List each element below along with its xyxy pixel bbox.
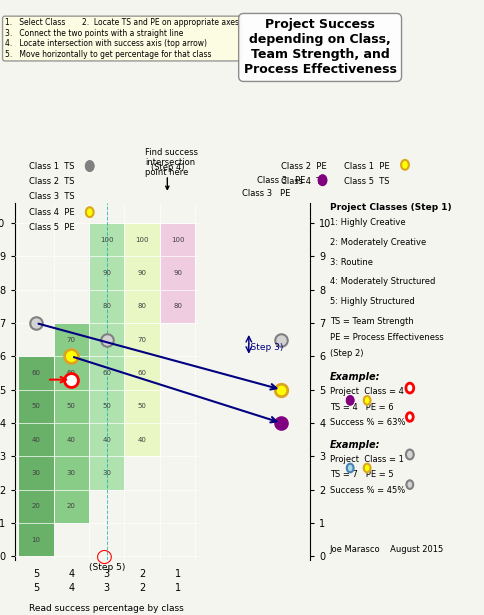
Text: 2: Moderately Creative: 2: Moderately Creative xyxy=(329,238,425,247)
Text: 40: 40 xyxy=(102,437,111,443)
Text: Class 1  TS: Class 1 TS xyxy=(29,162,75,170)
Text: 70: 70 xyxy=(102,336,111,343)
Text: 10: 10 xyxy=(31,537,40,542)
Text: ○: ○ xyxy=(95,547,113,566)
Text: 2: 2 xyxy=(139,583,145,593)
Text: 40: 40 xyxy=(31,437,40,443)
Text: Class 2  PE: Class 2 PE xyxy=(281,162,326,170)
Text: Class 4  TS: Class 4 TS xyxy=(281,177,326,186)
Text: Example:: Example: xyxy=(329,440,379,450)
Text: 100: 100 xyxy=(100,237,113,243)
Text: Class 3   PE: Class 3 PE xyxy=(257,176,305,185)
Text: 20: 20 xyxy=(67,503,76,509)
Text: Find success
intersection
point here: Find success intersection point here xyxy=(145,148,198,177)
Text: (Step 2): (Step 2) xyxy=(329,349,363,359)
Bar xyxy=(160,223,195,323)
Text: (Step 3): (Step 3) xyxy=(247,343,283,352)
Text: Project  Class = 1: Project Class = 1 xyxy=(329,455,403,464)
Text: 80: 80 xyxy=(173,303,182,309)
Text: Class 5  TS: Class 5 TS xyxy=(344,177,389,186)
Text: 70: 70 xyxy=(137,336,146,343)
Text: 50: 50 xyxy=(102,403,111,410)
Text: Project Classes (Step 1): Project Classes (Step 1) xyxy=(329,203,451,212)
Bar xyxy=(124,223,160,456)
Text: 3: Routine: 3: Routine xyxy=(329,258,372,267)
Text: 1: Highly Creative: 1: Highly Creative xyxy=(329,218,405,228)
Text: 4: 4 xyxy=(68,583,74,593)
Text: 80: 80 xyxy=(137,303,146,309)
Text: 90: 90 xyxy=(173,270,182,276)
Text: Success % = 45%: Success % = 45% xyxy=(329,486,404,495)
Text: Project  Class = 4: Project Class = 4 xyxy=(329,387,403,397)
Text: TS = 4   PE = 6: TS = 4 PE = 6 xyxy=(329,403,393,412)
Bar xyxy=(53,323,89,523)
Text: Class 3  TS: Class 3 TS xyxy=(29,192,75,201)
Text: 50: 50 xyxy=(137,403,146,410)
Text: Class 3   PE: Class 3 PE xyxy=(242,189,290,198)
Bar xyxy=(18,356,53,557)
Text: 4: Moderately Structured: 4: Moderately Structured xyxy=(329,277,434,287)
Text: Class 5  PE: Class 5 PE xyxy=(29,223,75,232)
Text: 40: 40 xyxy=(137,437,146,443)
Text: 30: 30 xyxy=(67,470,76,476)
Text: 30: 30 xyxy=(102,470,111,476)
Text: 80: 80 xyxy=(102,303,111,309)
Text: TS = 7   PE = 5: TS = 7 PE = 5 xyxy=(329,470,393,480)
Text: 1: 1 xyxy=(174,583,180,593)
Text: (Step 5): (Step 5) xyxy=(88,563,125,572)
Text: 90: 90 xyxy=(102,270,111,276)
Text: (Step 4): (Step 4) xyxy=(150,163,184,189)
Text: Success % = 63%: Success % = 63% xyxy=(329,418,405,427)
Bar xyxy=(89,223,124,490)
Text: Class 1  PE: Class 1 PE xyxy=(344,162,389,170)
Text: 40: 40 xyxy=(67,437,76,443)
Text: 60: 60 xyxy=(67,370,76,376)
Text: Example:: Example: xyxy=(329,372,379,382)
Text: 100: 100 xyxy=(135,237,149,243)
Text: 5: Highly Structured: 5: Highly Structured xyxy=(329,297,414,306)
Text: 100: 100 xyxy=(170,237,184,243)
Text: 20: 20 xyxy=(31,503,40,509)
Text: 5: 5 xyxy=(32,583,39,593)
Text: TS = Team Strength: TS = Team Strength xyxy=(329,317,413,326)
X-axis label: Read success percentage by class: Read success percentage by class xyxy=(29,605,184,613)
Text: 50: 50 xyxy=(31,403,40,410)
Text: 60: 60 xyxy=(31,370,40,376)
Text: 60: 60 xyxy=(137,370,146,376)
Text: Project Success
depending on Class,
Team Strength, and
Process Effectiveness: Project Success depending on Class, Team… xyxy=(243,18,396,76)
Text: 90: 90 xyxy=(137,270,146,276)
Text: Joe Marasco    August 2015: Joe Marasco August 2015 xyxy=(329,544,443,554)
Text: 3: 3 xyxy=(104,583,109,593)
Text: 30: 30 xyxy=(31,470,40,476)
Text: 1.   Select Class       2.  Locate TS and PE on appropriate axes
3.   Connect th: 1. Select Class 2. Locate TS and PE on a… xyxy=(5,18,238,58)
Text: Class 2  TS: Class 2 TS xyxy=(29,177,75,186)
Text: 70: 70 xyxy=(67,336,76,343)
Text: Class 4  PE: Class 4 PE xyxy=(29,208,75,216)
Text: 60: 60 xyxy=(102,370,111,376)
Text: PE = Process Effectiveness: PE = Process Effectiveness xyxy=(329,333,443,343)
Text: 50: 50 xyxy=(67,403,76,410)
